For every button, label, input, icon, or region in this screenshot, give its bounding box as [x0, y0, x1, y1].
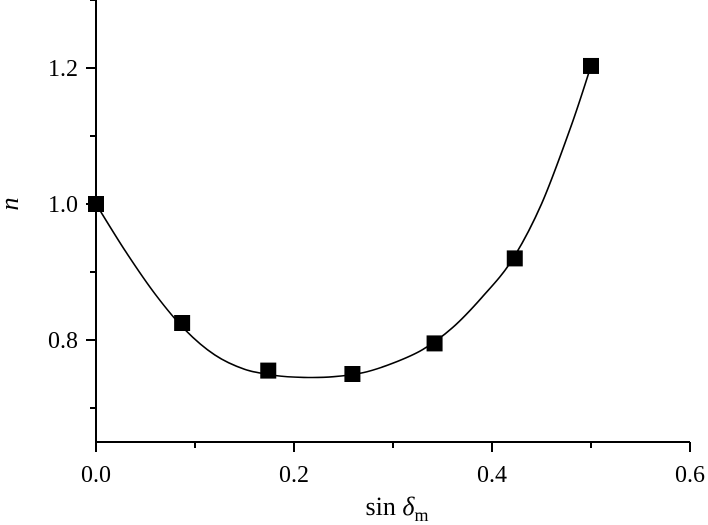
fit-curve: [95, 65, 592, 379]
data-point: [174, 315, 191, 331]
data-point: [506, 250, 523, 267]
data-markers: [88, 57, 599, 382]
x-axis-label-symbol: δ: [402, 492, 415, 521]
data-point: [583, 57, 599, 74]
x-tick-label: 0.4: [477, 462, 507, 488]
y-axis-label: n: [0, 198, 24, 211]
data-point: [426, 335, 443, 352]
y-tick-label: 1.0: [48, 192, 78, 218]
y-tick-label: 1.2: [48, 56, 78, 82]
x-tick-label: 0.0: [81, 462, 111, 488]
plot-area: 0.0 0.2 0.4 0.6 0.8 1.0 1.2: [48, 0, 705, 488]
data-point: [260, 362, 277, 379]
x-axis-label: sin δm: [366, 492, 429, 525]
x-tick-label: 0.2: [279, 462, 309, 488]
x-ticks: 0.0 0.2 0.4 0.6: [81, 442, 705, 488]
data-point: [344, 366, 361, 382]
y-tick-label: 0.8: [48, 328, 78, 354]
x-tick-label: 0.6: [675, 462, 705, 488]
x-axis-label-main: sin: [366, 492, 403, 521]
data-point: [88, 196, 104, 212]
x-axis-label-subscript: m: [414, 505, 428, 525]
